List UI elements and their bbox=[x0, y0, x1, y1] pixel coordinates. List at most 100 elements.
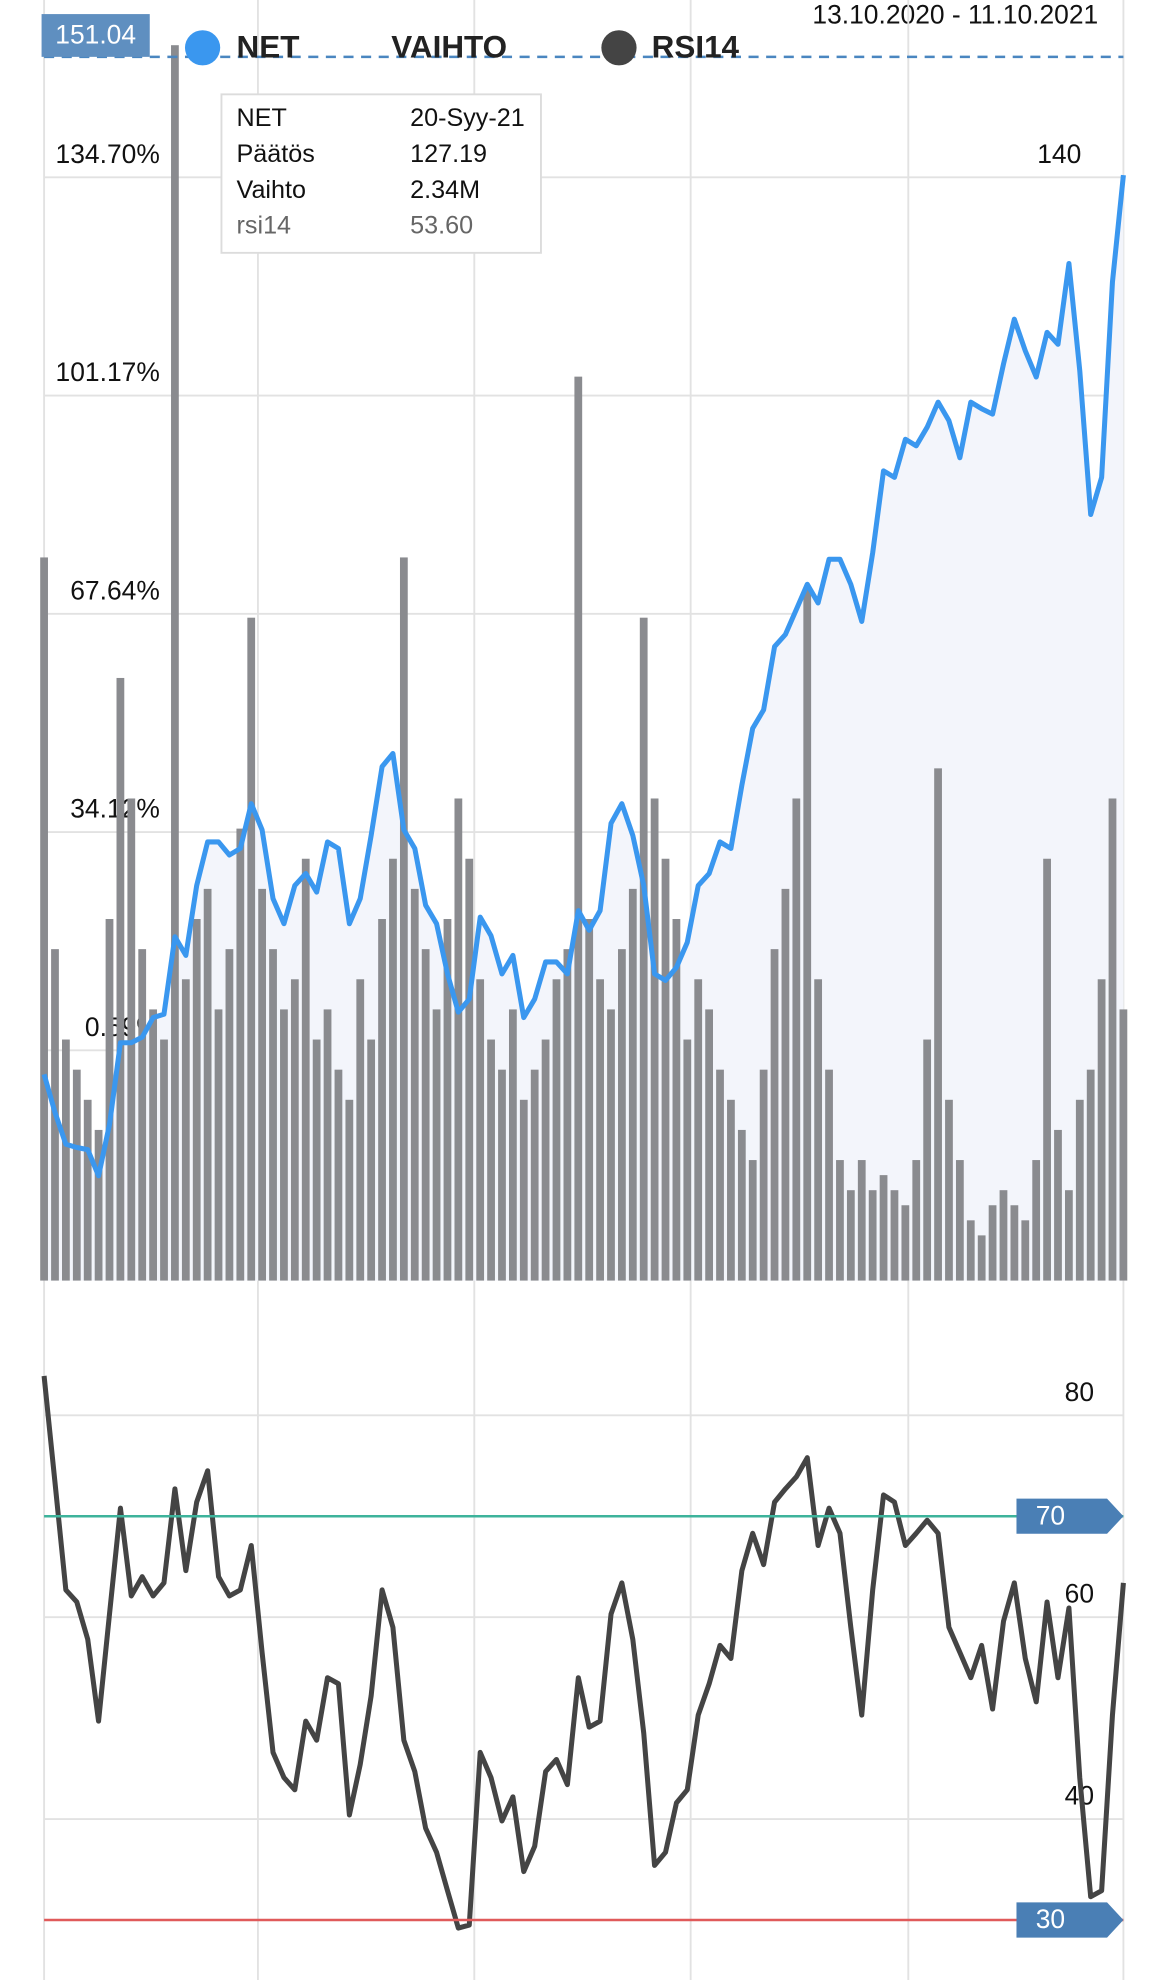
volume-bar bbox=[508, 1009, 517, 1281]
volume-bar bbox=[498, 1069, 506, 1281]
volume-bar bbox=[94, 1129, 103, 1281]
volume-bar bbox=[846, 1190, 855, 1281]
volume-bar bbox=[280, 1009, 288, 1281]
volume-bar bbox=[1097, 979, 1106, 1281]
volume-bar bbox=[977, 1235, 986, 1281]
volume-bar bbox=[116, 677, 125, 1281]
volume-bar bbox=[1010, 1205, 1019, 1281]
volume-bar bbox=[912, 1160, 921, 1281]
tooltip-label: NET bbox=[237, 104, 287, 132]
date-range: 13.10.2020 - 11.10.2021 bbox=[812, 0, 1098, 29]
tooltip-box bbox=[220, 93, 542, 254]
volume-bar bbox=[999, 1190, 1008, 1281]
volume-bar bbox=[770, 949, 779, 1281]
volume-bar bbox=[1108, 798, 1117, 1281]
volume-bar bbox=[301, 858, 310, 1281]
volume-bar bbox=[759, 1069, 768, 1281]
volume-bar bbox=[618, 949, 626, 1281]
volume-bar bbox=[955, 1160, 964, 1281]
legend-marker bbox=[184, 30, 221, 66]
volume-bar bbox=[203, 888, 212, 1281]
line-series bbox=[41, 1375, 1126, 1931]
volume-bar bbox=[705, 1009, 714, 1281]
legend: NET VAIHTO RSI14 bbox=[184, 29, 740, 66]
volume-bar bbox=[269, 949, 277, 1281]
volume-bar bbox=[214, 1009, 223, 1281]
volume-bar bbox=[737, 1129, 746, 1281]
volume-bar bbox=[181, 979, 190, 1281]
volume-bar bbox=[225, 949, 234, 1281]
volume-bar bbox=[410, 888, 419, 1281]
volume-bar bbox=[672, 919, 681, 1281]
reference-label: 30 bbox=[1036, 1904, 1065, 1934]
volume-bar bbox=[966, 1220, 975, 1281]
volume-bar bbox=[661, 858, 670, 1281]
tooltip-label: Päätös bbox=[237, 140, 315, 168]
volume-bar bbox=[367, 1039, 376, 1281]
volume-bar bbox=[290, 979, 299, 1281]
volume-bar bbox=[72, 1069, 81, 1281]
y-tick-label: 140 bbox=[1037, 139, 1081, 169]
volume-bar bbox=[868, 1190, 877, 1281]
volume-bar bbox=[389, 858, 397, 1281]
volume-bar bbox=[1032, 1160, 1041, 1281]
volume-bar bbox=[716, 1069, 724, 1281]
y2-tick-label: 34.12% bbox=[70, 794, 160, 824]
volume-bar bbox=[399, 557, 408, 1281]
volume-bar bbox=[160, 1039, 168, 1281]
reference-label: 70 bbox=[1036, 1500, 1065, 1530]
volume-bar bbox=[857, 1160, 866, 1281]
volume-bar bbox=[530, 1069, 539, 1281]
y-tick-label: 80 bbox=[1065, 1377, 1094, 1407]
volume-bar bbox=[40, 557, 48, 1281]
last-price-tag bbox=[41, 14, 150, 57]
volume-bar bbox=[923, 1039, 932, 1281]
volume-bar bbox=[585, 919, 594, 1281]
legend-marker bbox=[601, 30, 637, 66]
volume-bar bbox=[312, 1039, 321, 1281]
volume-bar bbox=[421, 949, 430, 1281]
volume-bar bbox=[727, 1099, 735, 1281]
volume-bar bbox=[1054, 1129, 1062, 1281]
volume-bar bbox=[803, 587, 812, 1281]
volume-bar bbox=[607, 1009, 615, 1281]
volume-bar bbox=[596, 979, 604, 1281]
tooltip: NET 20-Syy-21 Päätös 127.19 Vaihto 2.34M rsi14… bbox=[220, 93, 542, 254]
volume-bar bbox=[345, 1099, 354, 1281]
volume-bar bbox=[62, 1039, 70, 1281]
volume-bar bbox=[105, 919, 114, 1281]
volume-bar bbox=[378, 919, 386, 1281]
legend-label[interactable]: VAIHTO bbox=[391, 29, 507, 64]
y2-tick-label: 67.64% bbox=[70, 575, 160, 605]
volume-bar bbox=[1086, 1069, 1095, 1281]
volume-bar bbox=[890, 1190, 899, 1281]
volume-bar bbox=[628, 888, 637, 1281]
price-area bbox=[44, 175, 1124, 1281]
volume-bar bbox=[1043, 858, 1051, 1281]
volume-bar bbox=[574, 376, 583, 1281]
last-price-label: 151.04 bbox=[55, 20, 136, 50]
y2-tick-label: 101.17% bbox=[56, 357, 160, 387]
volume-bar bbox=[814, 979, 823, 1281]
tooltip-value: 2.34M bbox=[410, 176, 480, 204]
tooltip-value: 127.19 bbox=[410, 140, 487, 168]
tooltip-value: 53.60 bbox=[410, 212, 473, 240]
reference-tag bbox=[1016, 1902, 1124, 1938]
volume-bar bbox=[1119, 1009, 1128, 1281]
legend-label[interactable]: RSI14 bbox=[652, 29, 740, 64]
volume-bar bbox=[476, 979, 485, 1281]
line-series bbox=[41, 174, 1126, 1179]
volume-bar bbox=[1075, 1099, 1084, 1281]
volume-bar bbox=[465, 858, 474, 1281]
volume-bar bbox=[552, 979, 561, 1281]
legend-label[interactable]: NET bbox=[237, 29, 300, 64]
volume-bar bbox=[748, 1160, 757, 1281]
volume-bar bbox=[171, 45, 179, 1281]
volume-bar bbox=[934, 768, 942, 1281]
volume-bar bbox=[323, 1009, 332, 1281]
tooltip-label: Vaihto bbox=[237, 176, 306, 204]
volume-bar bbox=[825, 1069, 833, 1281]
volume-bar bbox=[836, 1160, 844, 1281]
tooltip-value: 20-Syy-21 bbox=[410, 104, 525, 132]
